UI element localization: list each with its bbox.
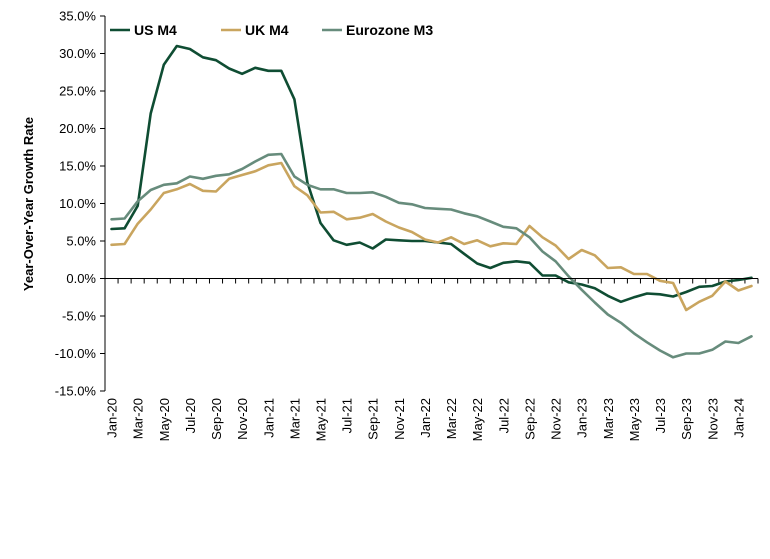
x-tick-label: May-23 [627, 398, 642, 441]
x-tick-label: Sep-21 [366, 398, 381, 440]
y-tick-label: 10.0% [59, 196, 96, 211]
x-tick-label: Jan-21 [261, 398, 276, 438]
x-tick-label: Jul-21 [340, 398, 355, 433]
x-tick-label: Jan-20 [105, 398, 120, 438]
y-tick-label: 15.0% [59, 159, 96, 174]
y-tick-label: 35.0% [59, 9, 96, 24]
y-tick-label: 20.0% [59, 121, 96, 136]
x-tick-label: Nov-21 [392, 398, 407, 440]
legend-label: UK M4 [245, 22, 289, 38]
x-tick-label: May-21 [313, 398, 328, 441]
legend: US M4 UK M4 Eurozone M3 [110, 22, 433, 38]
x-axis-ticks: Jan-20 Mar-20 May-20 Jul-20 Sep-20 Nov-20 Jan-… [104, 278, 759, 441]
x-tick-label: Jul-23 [653, 398, 668, 433]
y-tick-label: -10.0% [55, 346, 97, 361]
legend-label: Eurozone M3 [346, 22, 433, 38]
x-tick-label: Jul-20 [183, 398, 198, 433]
y-tick-label: -15.0% [55, 384, 97, 399]
series-lines [110, 44, 753, 359]
x-tick-label: Sep-20 [209, 398, 224, 440]
y-tick-label: 0.0% [66, 271, 96, 286]
y-tick-label: 5.0% [66, 234, 96, 249]
y-tick-label: 30.0% [59, 46, 96, 61]
y-axis-title: Year-Over-Year Growth Rate [21, 117, 36, 291]
x-tick-label: May-22 [470, 398, 485, 441]
x-tick-label: Sep-22 [522, 398, 537, 440]
series-line-eurozone-m3 [110, 152, 753, 359]
x-tick-label: Jan-23 [575, 398, 590, 438]
x-tick-label: Mar-20 [131, 398, 146, 439]
x-tick-label: Jan-22 [418, 398, 433, 438]
y-tick-label: -5.0% [62, 309, 96, 324]
legend-label: US M4 [134, 22, 177, 38]
series-line-uk-m4 [110, 161, 753, 312]
x-tick-label: Nov-20 [235, 398, 250, 440]
x-tick-label: Nov-23 [705, 398, 720, 440]
x-tick-label: Nov-22 [549, 398, 564, 440]
x-tick-label: Mar-23 [601, 398, 616, 439]
y-axis-ticks: -15.0% -10.0% -5.0% 0.0% 5.0% 10.0% 15.0% 20.0%… [55, 9, 105, 399]
x-tick-label: Jan-24 [731, 398, 746, 438]
x-tick-label: Mar-21 [287, 398, 302, 439]
x-tick-label: Mar-22 [444, 398, 459, 439]
x-tick-label: Jul-22 [496, 398, 511, 433]
x-tick-label: May-20 [157, 398, 172, 441]
y-tick-label: 25.0% [59, 84, 96, 99]
x-tick-label: Sep-23 [679, 398, 694, 440]
